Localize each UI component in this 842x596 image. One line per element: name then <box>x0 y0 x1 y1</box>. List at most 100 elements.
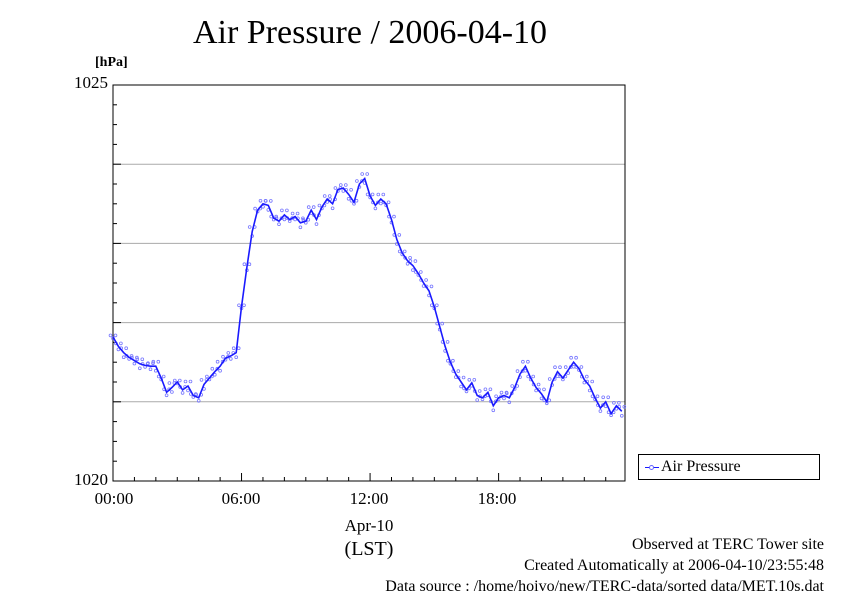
data-point-0-21-0 <box>221 354 225 359</box>
data-point-0-80-1 <box>539 396 544 401</box>
series-line-0 <box>112 176 623 416</box>
data-point-0-91-2 <box>601 403 605 407</box>
data-point-0-65-1 <box>459 384 463 389</box>
data-point-0-51-2 <box>386 200 391 205</box>
data-point-0-24-2 <box>242 303 246 308</box>
data-point-0-27-0 <box>253 206 257 211</box>
data-point-0-67-2 <box>472 377 477 382</box>
data-point-0-40-0 <box>322 194 327 198</box>
data-point-0-26-0 <box>247 225 252 229</box>
data-point-0-42-0 <box>333 186 338 190</box>
data-point-0-18-0 <box>205 374 209 379</box>
data-point-0-53-2 <box>397 233 402 237</box>
data-point-0-72-0 <box>494 394 498 399</box>
data-point-0-22-0 <box>226 351 231 355</box>
data-point-0-74-1 <box>507 400 512 405</box>
data-point-0-20-0 <box>215 359 220 364</box>
data-point-0-11-0 <box>167 381 172 385</box>
data-point-0-29-2 <box>268 199 273 203</box>
data-point-0-49-1 <box>373 206 378 211</box>
x-timezone-label: (LST) <box>344 538 394 560</box>
data-point-0-76-0 <box>515 369 520 373</box>
data-point-0-88-2 <box>584 374 589 379</box>
data-point-0-71-1 <box>491 408 496 413</box>
data-point-0-87-2 <box>579 365 584 369</box>
data-point-0-85-0 <box>563 365 568 369</box>
data-point-0-82-0 <box>547 377 552 381</box>
x-date-label: Apr-10 <box>344 516 394 535</box>
data-point-0-89-2 <box>590 379 594 384</box>
data-point-0-56-1 <box>411 268 415 272</box>
data-point-0-38-1 <box>314 222 319 226</box>
data-point-0-86-1 <box>571 364 576 369</box>
data-point-0-79-1 <box>534 388 538 393</box>
data-point-0-50-0 <box>376 192 381 197</box>
data-point-0-65-2 <box>461 375 466 380</box>
data-point-0-28-1 <box>261 205 265 209</box>
data-point-0-75-0 <box>510 384 515 388</box>
data-point-0-2-1 <box>121 355 126 360</box>
data-point-0-91-1 <box>598 409 603 413</box>
data-point-0-86-0 <box>569 355 573 360</box>
data-point-0-80-2 <box>542 387 546 392</box>
data-point-0-1-2 <box>119 341 123 346</box>
data-point-0-32-0 <box>280 208 284 213</box>
data-point-0-34-2 <box>295 211 300 216</box>
footer-datasource-line: Data source : /home/hoivo/new/TERC-data/… <box>385 578 824 595</box>
x-tick-label-0600: 06:00 <box>221 489 261 508</box>
plot-frame <box>112 84 626 482</box>
data-point-0-35-1 <box>298 225 303 230</box>
data-point-0-64-2 <box>456 369 461 373</box>
data-point-0-16-1 <box>196 398 201 403</box>
data-point-0-4-1 <box>132 361 137 366</box>
data-point-0-23-1 <box>234 355 239 360</box>
data-point-0-31-2 <box>279 216 284 221</box>
data-point-0-92-0 <box>601 395 605 400</box>
data-point-0-60-2 <box>434 303 439 308</box>
chart-title: Air Pressure / 2006-04-10 <box>192 14 548 51</box>
data-point-0-86-2 <box>574 355 578 360</box>
data-point-0-5-1 <box>138 366 142 371</box>
data-point-0-54-2 <box>402 249 407 254</box>
data-point-0-34-1 <box>293 217 297 222</box>
data-point-0-29-0 <box>263 199 268 203</box>
data-point-0-90-2 <box>595 394 600 399</box>
data-point-0-34-0 <box>290 211 295 216</box>
data-point-0-12-2 <box>178 378 182 383</box>
footer-created-line: Created Automatically at 2006-04-10/23:5… <box>524 557 824 574</box>
data-point-0-7-2 <box>151 361 155 366</box>
data-point-0-59-2 <box>429 284 434 289</box>
data-point-0-39-0 <box>317 203 322 208</box>
data-point-0-58-2 <box>424 278 428 282</box>
data-point-0-9-2 <box>161 374 166 379</box>
legend-label: Air Pressure <box>661 458 741 475</box>
legend-marker-swatch <box>649 465 654 470</box>
data-point-0-7-0 <box>146 361 150 366</box>
data-point-0-81-2 <box>547 398 552 403</box>
data-point-0-32-1 <box>282 217 287 222</box>
data-point-0-24-0 <box>237 303 241 308</box>
legend: Air Pressure <box>638 454 820 480</box>
data-point-0-73-0 <box>499 390 504 395</box>
data-point-0-32-2 <box>285 208 289 213</box>
data-point-0-68-2 <box>477 389 482 393</box>
data-point-0-25-0 <box>242 262 247 267</box>
data-point-0-47-2 <box>365 172 370 176</box>
data-point-0-13-1 <box>180 391 185 395</box>
data-point-0-48-2 <box>370 192 375 197</box>
data-point-0-77-0 <box>521 359 525 364</box>
data-point-0-47-0 <box>360 172 365 176</box>
data-point-0-19-0 <box>210 366 215 371</box>
data-point-0-83-0 <box>553 365 557 370</box>
data-point-0-37-0 <box>306 205 311 209</box>
data-point-0-14-1 <box>186 388 190 393</box>
x-tick-label-1200: 12:00 <box>349 489 389 508</box>
data-point-0-63-2 <box>451 358 455 363</box>
x-tick-label-1800: 18:00 <box>477 489 517 508</box>
data-point-0-17-0 <box>199 378 204 382</box>
data-point-0-1-1 <box>116 347 121 352</box>
data-point-0-10-1 <box>164 393 169 398</box>
data-point-0-36-0 <box>301 217 306 222</box>
data-point-0-62-2 <box>445 340 450 344</box>
data-point-0-14-0 <box>183 379 188 384</box>
